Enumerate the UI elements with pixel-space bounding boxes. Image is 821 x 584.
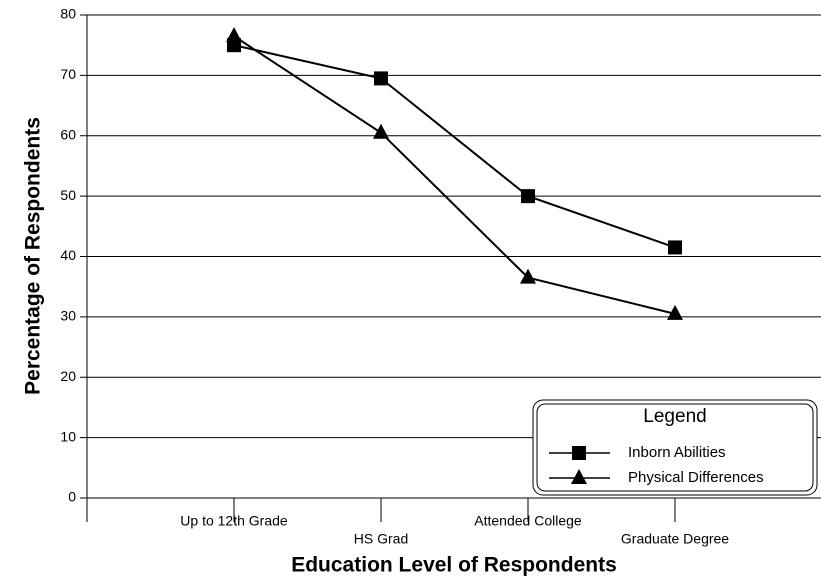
- series-line: [233, 44, 676, 249]
- y-tick-label: 60: [60, 126, 76, 142]
- marker-triangle: [520, 268, 536, 284]
- marker-triangle: [571, 469, 587, 484]
- legend-box: [532, 399, 818, 496]
- y-tick-label: 50: [60, 187, 76, 203]
- x-axis-title: Education Level of Respondents: [291, 554, 617, 577]
- legend-box-inner: [536, 403, 814, 492]
- y-tick-label: 30: [60, 308, 76, 324]
- y-tick-label: 70: [60, 66, 76, 82]
- y-tick-label: 80: [60, 6, 76, 22]
- series-line: [233, 35, 676, 315]
- marker-square: [572, 446, 586, 460]
- y-tick-label: 40: [60, 247, 76, 263]
- marker-square: [374, 71, 388, 86]
- marker-triangle: [373, 123, 389, 139]
- legend: Legend Inborn Abilities Physical Differenc…: [532, 399, 818, 496]
- y-tick-label: 10: [60, 428, 76, 444]
- y-axis-title: Percentage of Respondents: [22, 117, 45, 395]
- legend-title: Legend: [643, 406, 706, 427]
- marker-triangle: [226, 27, 242, 43]
- marker-square: [668, 240, 682, 255]
- x-tick-label: Up to 12th Grade: [180, 513, 288, 529]
- x-tick-label: Graduate Degree: [621, 531, 729, 547]
- y-tick-label: 0: [68, 489, 76, 505]
- y-tick-label: 20: [60, 368, 76, 384]
- x-tick-label: HS Grad: [354, 531, 408, 547]
- marker-triangle: [667, 304, 683, 320]
- marker-square: [521, 189, 535, 204]
- x-tick-label: Attended College: [474, 513, 582, 529]
- legend-label: Physical Differences: [628, 469, 764, 486]
- legend-label: Inborn Abilities: [628, 444, 726, 461]
